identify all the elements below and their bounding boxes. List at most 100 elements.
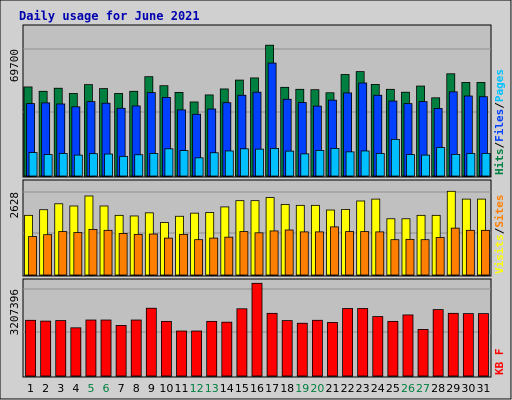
bar-kb-f-day-26 <box>402 314 414 377</box>
bar-kb-f-day-28 <box>432 309 444 377</box>
legend-entry: / <box>493 142 506 149</box>
x-tick-day-29: 29 <box>446 382 460 395</box>
bar-sites-day-25 <box>390 239 400 276</box>
bar-sites-day-1 <box>28 236 37 276</box>
x-tick-day-24: 24 <box>371 382 385 395</box>
bar-sites-day-5 <box>88 228 98 276</box>
x-tick-day-27: 27 <box>416 382 430 395</box>
x-tick-day-12: 12 <box>190 382 204 395</box>
x-tick-day-9: 9 <box>148 382 155 395</box>
bar-sites-day-16 <box>254 232 264 276</box>
bar-kb-f-day-6 <box>100 319 112 377</box>
bar-pages-day-9 <box>149 153 159 177</box>
bar-pages-day-27 <box>421 154 430 177</box>
bar-sites-day-17 <box>269 230 279 276</box>
x-tick-day-1: 1 <box>27 382 34 395</box>
bar-sites-day-31 <box>481 229 490 276</box>
bar-kb-f-day-19 <box>296 322 308 377</box>
bar-kb-f-day-22 <box>342 308 353 377</box>
bar-pages-day-30 <box>466 153 476 177</box>
legend-entry: KB F <box>493 349 506 376</box>
bar-kb-f-day-25 <box>387 320 399 377</box>
bar-pages-day-1 <box>28 152 38 177</box>
y-max-label: 2628 <box>8 192 21 219</box>
bar-sites-day-6 <box>103 229 113 276</box>
x-tick-day-3: 3 <box>57 382 64 395</box>
bar-pages-day-22 <box>345 151 355 177</box>
bar-pages-day-6 <box>104 153 113 177</box>
x-tick-day-20: 20 <box>310 382 324 395</box>
bar-kb-f-day-31 <box>478 313 489 377</box>
bar-sites-day-14 <box>224 236 234 276</box>
bar-pages-day-19 <box>300 153 310 177</box>
bar-kb-f-day-16 <box>251 282 263 377</box>
bar-pages-day-4 <box>73 154 83 177</box>
bar-sites-day-15 <box>239 231 249 276</box>
x-tick-day-23: 23 <box>356 382 370 395</box>
legend-entry: Files <box>493 109 506 142</box>
bar-sites-day-27 <box>420 239 430 276</box>
bar-sites-day-10 <box>164 237 173 276</box>
bar-kb-f-day-17 <box>266 312 278 377</box>
y-max-label: 3207396 <box>8 289 21 335</box>
chart-title: Daily usage for June 2021 <box>19 9 200 23</box>
bar-sites-day-9 <box>148 233 158 276</box>
bar-pages-day-24 <box>375 153 385 177</box>
bar-kb-f-day-27 <box>417 329 429 377</box>
bar-kb-f-day-4 <box>70 327 82 377</box>
bar-kb-f-day-13 <box>206 320 218 377</box>
series-kb-f <box>25 282 489 377</box>
bar-pages-day-12 <box>194 157 204 177</box>
x-tick-day-22: 22 <box>341 382 355 395</box>
x-tick-day-19: 19 <box>295 382 309 395</box>
bar-pages-day-10 <box>164 148 174 177</box>
bar-kb-f-day-15 <box>236 308 248 377</box>
bar-kb-f-day-14 <box>221 321 233 377</box>
bar-kb-f-day-2 <box>40 320 52 377</box>
x-tick-day-16: 16 <box>250 382 264 395</box>
bar-pages-day-21 <box>330 148 340 177</box>
bar-kb-f-day-29 <box>447 312 459 377</box>
x-tick-day-14: 14 <box>220 382 234 395</box>
bar-kb-f-day-24 <box>372 316 384 377</box>
x-tick-day-28: 28 <box>431 382 445 395</box>
bar-sites-day-8 <box>133 233 143 276</box>
bar-sites-day-4 <box>73 232 83 276</box>
bar-sites-day-21 <box>330 226 339 276</box>
bar-pages-day-7 <box>119 155 129 177</box>
x-tick-day-26: 26 <box>401 382 415 395</box>
bar-sites-day-19 <box>299 231 309 276</box>
x-tick-day-7: 7 <box>118 382 125 395</box>
bar-pages-day-20 <box>315 150 325 177</box>
x-tick-day-2: 2 <box>42 382 49 395</box>
bar-pages-day-13 <box>209 152 219 177</box>
series-pages <box>28 138 491 177</box>
bar-kb-f-day-12 <box>191 330 203 377</box>
bar-kb-f-day-21 <box>327 322 338 377</box>
x-tick-day-11: 11 <box>175 382 189 395</box>
bar-sites-day-2 <box>43 234 53 276</box>
x-tick-day-21: 21 <box>325 382 339 395</box>
bar-kb-f-day-7 <box>115 324 127 377</box>
bar-sites-day-12 <box>194 239 204 276</box>
x-tick-day-31: 31 <box>476 382 490 395</box>
bar-sites-day-20 <box>314 231 324 276</box>
bar-kb-f-day-10 <box>161 320 172 377</box>
bar-pages-day-2 <box>43 154 53 177</box>
legend-entry: / <box>493 102 506 109</box>
bar-sites-day-11 <box>179 233 188 276</box>
bar-kb-f-day-23 <box>357 308 369 377</box>
x-axis-labels: 1 2 3 4 5 6 7 8 9 10 11 12 13 14 15 16 17 18 19 20 21 22 23 24 2… <box>27 382 490 395</box>
panel-legend: Hits/Files/Pages <box>493 69 506 175</box>
x-tick-day-17: 17 <box>265 382 279 395</box>
x-tick-day-6: 6 <box>103 382 110 395</box>
bar-kb-f-day-8 <box>130 319 142 377</box>
bar-pages-day-28 <box>436 147 446 177</box>
x-tick-day-8: 8 <box>133 382 140 395</box>
panel-legend: KB F <box>493 349 506 376</box>
bar-kb-f-day-18 <box>281 320 293 377</box>
bar-pages-day-25 <box>390 138 400 177</box>
bar-pages-day-3 <box>58 153 68 177</box>
